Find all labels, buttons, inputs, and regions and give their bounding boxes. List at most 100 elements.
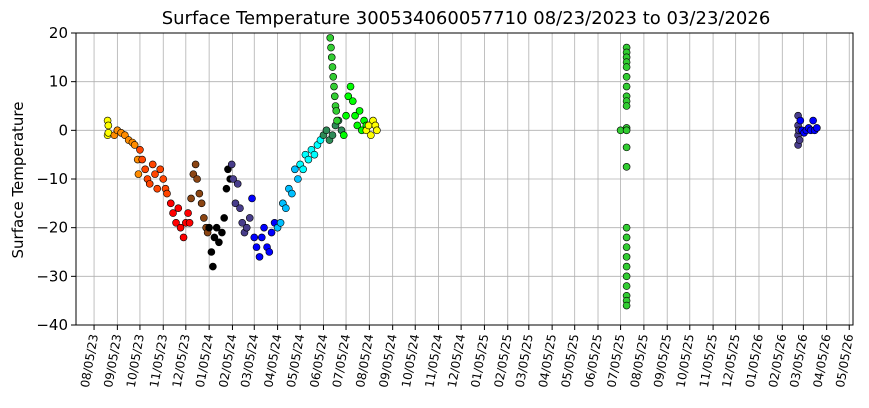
data-point [227,160,236,169]
series-13 [362,116,381,139]
data-point [191,160,200,169]
x-tick-label: 04/05/26 [810,333,833,389]
data-point [172,219,180,227]
data-point [326,34,335,42]
data-point [322,126,331,135]
x-tick-label: 02/05/24 [216,333,239,389]
x-tick-label: 01/05/26 [743,333,766,389]
data-point [248,194,256,203]
x-tick-label: 08/05/25 [628,333,651,389]
data-point [622,163,631,171]
y-tick-label: −10 [36,170,68,188]
data-point [195,189,204,198]
data-point [339,131,348,139]
data-point [205,223,213,232]
data-point [136,146,144,154]
data-point [327,53,336,62]
data-point [267,228,276,237]
data-point [187,194,195,203]
series-11 [326,34,341,125]
data-point [346,82,355,91]
data-point [622,282,631,290]
data-point [134,170,143,178]
data-point [222,184,231,193]
data-point [153,184,162,193]
data-point [622,73,631,81]
y-tick-label: −30 [36,267,68,285]
y-tick-label: 10 [49,73,68,91]
data-point [622,233,631,242]
x-tick-label: 07/05/24 [330,333,353,389]
x-tick-label: 11/05/23 [147,333,170,389]
data-point [176,223,185,232]
data-point [328,131,337,139]
data-point [795,136,804,144]
series-14 [616,43,631,310]
data-point [215,238,223,247]
data-point [250,233,259,242]
data-point [622,272,631,281]
data-point [169,209,177,217]
data-point [622,223,631,232]
x-tick-label: 01/05/24 [193,333,216,389]
data-point [355,107,364,115]
data-point [353,121,362,130]
grid [76,32,853,326]
data-point [622,243,631,251]
data-point [291,165,299,174]
data-points [103,34,821,310]
data-point [148,160,157,169]
series-16 [796,116,821,137]
y-axis-ticks: 20 10 0 −10 −20 −30 −40 [36,24,76,334]
data-point [813,124,821,132]
x-tick-label: 09/05/25 [651,333,674,389]
data-point [130,141,139,149]
x-tick-label: 09/05/24 [376,333,399,389]
series-0 [103,116,113,139]
data-point [207,248,216,256]
series-10 [319,116,346,144]
x-tick-label: 03/05/25 [513,333,536,389]
data-point [163,189,171,198]
data-point [209,262,217,271]
data-point [622,262,631,271]
data-point [351,111,359,120]
series-8 [273,165,302,232]
data-point [329,73,338,81]
y-axis-label: Surface Temperature [9,102,27,259]
data-point [622,253,631,261]
data-point [373,126,381,135]
data-point [809,116,817,125]
data-point [330,82,338,91]
data-point [197,199,206,208]
data-point [349,97,357,105]
x-tick-label: 11/05/24 [422,333,445,389]
data-point [236,204,244,212]
data-point [193,175,201,183]
data-point [342,111,350,120]
data-point [141,165,150,174]
data-point [185,219,194,227]
x-tick-label: 03/05/26 [787,333,810,389]
data-point [622,82,631,91]
x-axis-ticks: 08/05/23 09/05/23 10/05/23 11/05/23 12/05/23… [78,325,856,389]
x-tick-label: 12/05/23 [170,333,193,389]
data-point [210,233,219,242]
data-point [344,92,353,101]
x-tick-label: 05/05/24 [284,333,307,389]
data-point [166,199,175,208]
data-point [328,63,337,71]
x-tick-label: 08/05/23 [78,333,101,389]
x-tick-label: 12/05/24 [445,333,468,389]
data-point [333,116,341,125]
x-tick-label: 06/05/24 [307,333,330,389]
x-tick-label: 10/05/25 [674,333,697,389]
x-tick-label: 11/05/25 [697,333,720,389]
data-point [229,175,238,183]
x-tick-label: 12/05/25 [719,333,742,389]
data-point [257,233,266,242]
y-tick-label: −40 [36,316,68,334]
data-point [265,248,274,256]
data-point [151,170,159,178]
